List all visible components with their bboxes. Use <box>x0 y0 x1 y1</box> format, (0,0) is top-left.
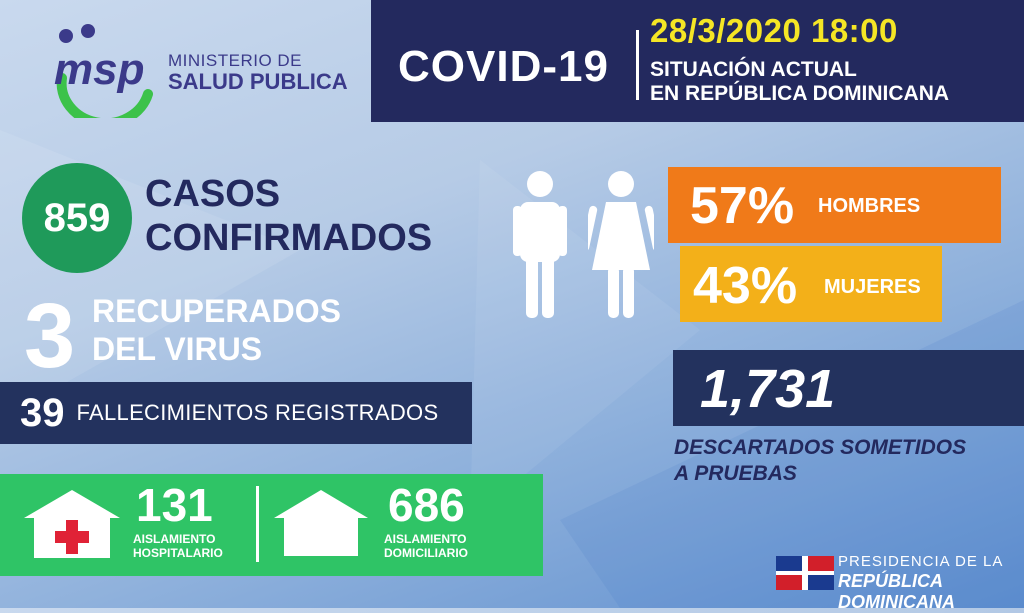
recovered-label-line2: DEL VIRUS <box>92 331 263 367</box>
recovered-count: 3 <box>24 285 76 387</box>
male-figure-icon <box>513 171 567 318</box>
ministry-name-line2: SALUD PUBLICA <box>168 68 348 94</box>
men-percentage: 57% <box>690 177 795 235</box>
deaths-label: FALLECIMIENTOS REGISTRADOS <box>76 400 439 425</box>
deaths-banner: 39 FALLECIMIENTOS REGISTRADOS <box>0 382 472 444</box>
header-subtitle-line2: EN REPÚBLICA DOMINICANA <box>650 82 950 105</box>
deaths-count: 39 <box>20 390 65 435</box>
women-percentage-bar <box>680 246 942 322</box>
women-percentage: 43% <box>693 257 798 315</box>
men-label: HOMBRES <box>818 195 921 217</box>
header-divider <box>636 30 639 100</box>
logo-brand-text: msp <box>54 45 144 94</box>
confirmed-label: CASOS CONFIRMADOS <box>145 172 432 260</box>
home-isolation-label: AISLAMIENTO DOMICILIARIO <box>384 532 468 560</box>
confirmed-label-line1: CASOS <box>145 173 281 215</box>
dominican-flag-icon <box>776 556 834 590</box>
ministry-name-line1: MINISTERIO DE <box>168 51 303 70</box>
confirmed-count: 859 <box>43 195 111 240</box>
hospital-isolation-label-line2: HOSPITALARIO <box>133 546 223 560</box>
presidency-line1: PRESIDENCIA DE LA <box>838 553 1004 570</box>
discarded-banner <box>673 350 1024 426</box>
msp-logo-icon: msp <box>54 24 153 118</box>
home-icon <box>274 490 368 556</box>
recovered-label-line1: RECUPERADOS <box>92 293 341 329</box>
home-isolation-label-line1: AISLAMIENTO <box>384 532 467 546</box>
confirmed-count-badge: 859 <box>22 163 132 273</box>
women-label: MUJERES <box>824 276 921 298</box>
isolation-divider <box>256 486 259 562</box>
header-subtitle-line1: SITUACIÓN ACTUAL <box>650 58 857 81</box>
home-isolation-label-line2: DOMICILIARIO <box>384 546 468 560</box>
report-datetime: 28/3/2020 18:00 <box>650 12 898 49</box>
hospital-isolation-count: 131 <box>136 479 213 531</box>
female-figure-icon <box>588 171 654 318</box>
hospital-isolation-label: AISLAMIENTO HOSPITALARIO <box>133 532 223 560</box>
discarded-label-line1: DESCARTADOS SOMETIDOS <box>674 436 967 459</box>
header-title: COVID-19 <box>398 42 609 91</box>
recovered-label: RECUPERADOS DEL VIRUS <box>92 292 341 368</box>
men-percentage-bar <box>668 167 1001 243</box>
ministry-name: MINISTERIO DE SALUD PUBLICA <box>168 52 348 93</box>
confirmed-label-line2: CONFIRMADOS <box>145 217 433 259</box>
hospital-icon <box>24 490 120 558</box>
home-isolation-count: 686 <box>388 479 465 531</box>
presidency-line2: REPÚBLICA DOMINICANA <box>838 571 955 612</box>
discarded-label-line2: A PRUEBAS <box>674 462 797 485</box>
hospital-isolation-label-line1: AISLAMIENTO <box>133 532 216 546</box>
discarded-count: 1,731 <box>700 359 836 419</box>
header-banner <box>371 0 1024 122</box>
